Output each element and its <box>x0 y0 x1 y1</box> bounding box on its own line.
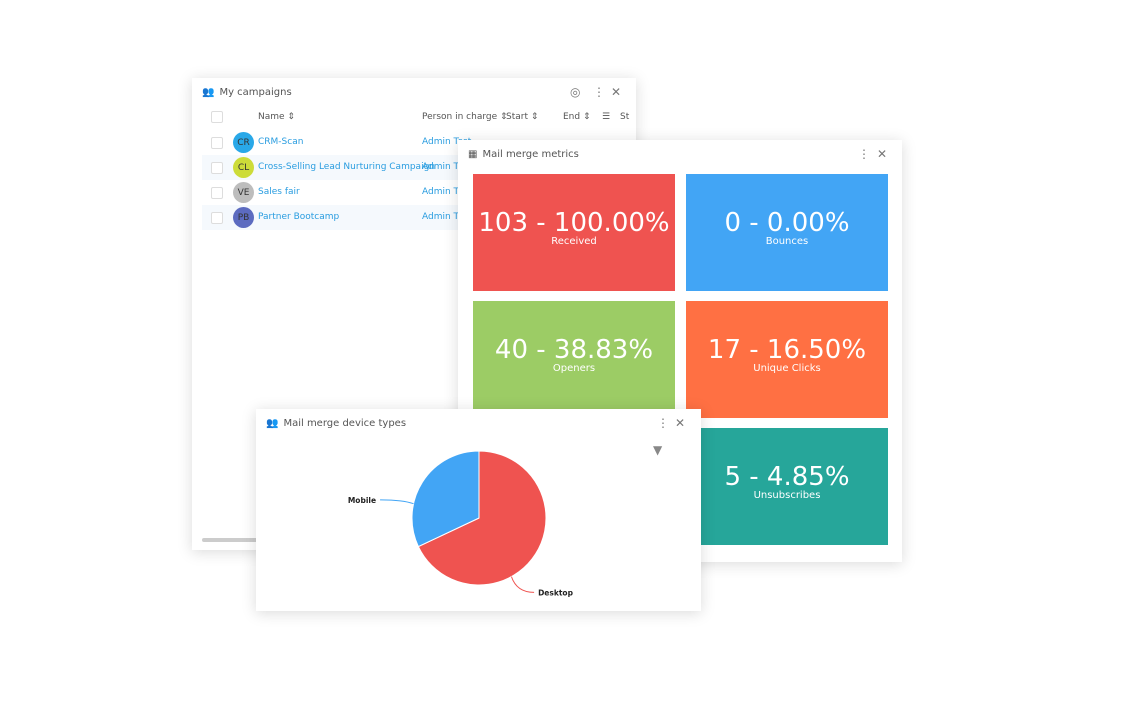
campaign-name-link[interactable]: CRM-Scan <box>258 137 304 147</box>
metric-value: 0 - 0.00% <box>724 208 850 238</box>
column-status[interactable]: St <box>620 112 630 122</box>
filter-icon[interactable]: ▼ <box>653 443 663 457</box>
person-link[interactable]: Admin Test <box>422 212 472 222</box>
metric-label: Received <box>551 236 597 247</box>
select-all-checkbox[interactable] <box>211 111 223 123</box>
table-row[interactable]: CR CRM-Scan Admin Test <box>202 130 632 155</box>
column-start[interactable]: Start ⇕ <box>506 112 539 122</box>
table-row[interactable]: VE Sales fair Admin Test <box>202 180 632 205</box>
more-icon[interactable]: ⋮ <box>657 416 669 430</box>
metric-label: Openers <box>552 363 596 374</box>
widget-title: Mail merge metrics <box>482 149 579 160</box>
widget-title: Mail merge device types <box>283 418 407 429</box>
pie-label: Desktop <box>538 588 574 597</box>
column-name[interactable]: Name ⇕ <box>258 112 295 122</box>
avatar: CR <box>233 132 254 153</box>
row-checkbox[interactable] <box>211 162 223 174</box>
pie-leader-line <box>380 499 414 505</box>
users-icon: 👥 <box>266 418 279 429</box>
person-link[interactable]: Admin Test <box>422 162 472 172</box>
settings-icon[interactable]: ◎ <box>570 85 581 99</box>
campaign-name-link[interactable]: Cross-Selling Lead Nurturing Campaign <box>258 162 435 172</box>
close-icon[interactable]: ✕ <box>675 416 686 430</box>
column-person[interactable]: Person in charge ⇕ <box>422 112 508 122</box>
metric-tile: 17 - 16.50% Unique Clicks <box>686 301 888 418</box>
row-checkbox[interactable] <box>211 187 223 199</box>
metric-tile: 103 - 100.00% Received <box>473 174 675 291</box>
horizontal-scrollbar[interactable] <box>202 538 262 542</box>
pie-slice-mobile[interactable] <box>411 450 480 548</box>
columns-menu-icon[interactable]: ☰ <box>602 112 611 122</box>
metric-value: 40 - 38.83% <box>494 335 654 365</box>
person-link[interactable]: Admin Test <box>422 137 472 147</box>
row-checkbox[interactable] <box>211 212 223 224</box>
more-icon[interactable]: ⋮ <box>858 147 870 161</box>
close-icon[interactable]: ✕ <box>611 85 622 99</box>
metric-tile: 5 - 4.85% Unsubscribes <box>686 428 888 545</box>
campaign-name-link[interactable]: Partner Bootcamp <box>258 212 340 222</box>
avatar: PB <box>233 207 254 228</box>
row-checkbox[interactable] <box>211 137 223 149</box>
avatar: CL <box>233 157 254 178</box>
users-icon: 👥 <box>202 87 215 98</box>
pie-chart: Desktop Mobile <box>348 450 574 597</box>
pie-leader-line <box>510 576 535 593</box>
more-icon[interactable]: ⋮ <box>593 85 605 99</box>
metric-value: 103 - 100.00% <box>478 208 670 238</box>
pie-slice-desktop[interactable] <box>417 450 547 586</box>
mail-merge-device-types-widget: 👥 Mail merge device types ⋮ ✕ ▼ Desktop Mo… <box>256 409 701 611</box>
metric-label: Unsubscribes <box>753 490 821 501</box>
avatar: VE <box>233 182 254 203</box>
person-link[interactable]: Admin Test <box>422 187 472 197</box>
metric-value: 5 - 4.85% <box>724 462 850 492</box>
metric-label: Bounces <box>765 236 809 247</box>
campaign-name-link[interactable]: Sales fair <box>258 187 300 197</box>
metric-tile: 0 - 0.00% Bounces <box>686 174 888 291</box>
pie-label: Mobile <box>348 496 376 505</box>
metric-value: 17 - 16.50% <box>707 335 867 365</box>
widget-title: My campaigns <box>219 87 292 98</box>
close-icon[interactable]: ✕ <box>877 147 888 161</box>
metric-tile: 40 - 38.83% Openers <box>473 301 675 418</box>
grid-icon: ▦ <box>468 149 478 160</box>
metric-label: Unique Clicks <box>753 363 821 374</box>
column-end[interactable]: End ⇕ <box>563 112 591 122</box>
